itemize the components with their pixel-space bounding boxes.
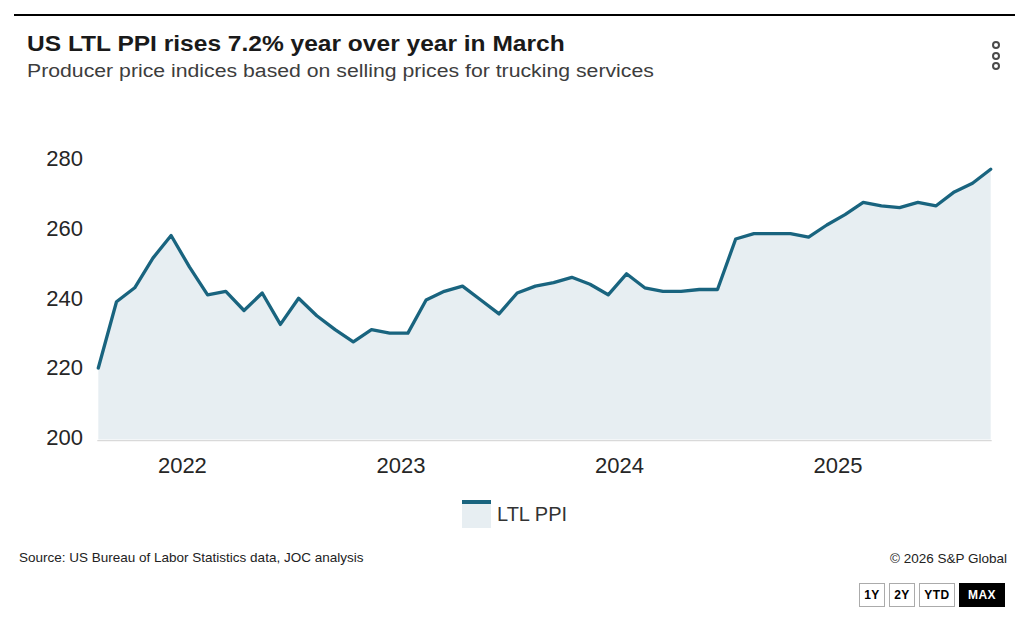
y-axis-label: 240 <box>26 288 83 310</box>
range-button-2y[interactable]: 2Y <box>889 583 915 607</box>
y-axis-label: 200 <box>26 427 83 449</box>
y-axis-label: 260 <box>26 218 83 240</box>
legend-label: LTL PPI <box>497 503 567 526</box>
x-axis-label: 2023 <box>357 455 445 477</box>
x-axis-label: 2022 <box>138 455 226 477</box>
range-button-1y[interactable]: 1Y <box>859 583 885 607</box>
area-chart-plot[interactable] <box>0 0 1020 627</box>
legend-item[interactable]: LTL PPI <box>462 500 567 528</box>
range-button-max[interactable]: MAX <box>959 583 1005 607</box>
x-axis-label: 2025 <box>794 455 882 477</box>
y-axis-label: 220 <box>26 357 83 379</box>
copyright-note: © 2026 S&P Global <box>890 551 1007 566</box>
ltl-ppi-area <box>98 169 990 439</box>
x-axis-label: 2024 <box>576 455 664 477</box>
legend-swatch-icon <box>462 500 491 528</box>
y-axis-label: 280 <box>26 148 83 170</box>
source-note: Source: US Bureau of Labor Statistics da… <box>19 550 363 565</box>
range-selector: 1Y 2Y YTD MAX <box>859 583 1005 607</box>
chart-card: US LTL PPI rises 7.2% year over year in … <box>0 0 1020 627</box>
range-button-ytd[interactable]: YTD <box>919 583 955 607</box>
